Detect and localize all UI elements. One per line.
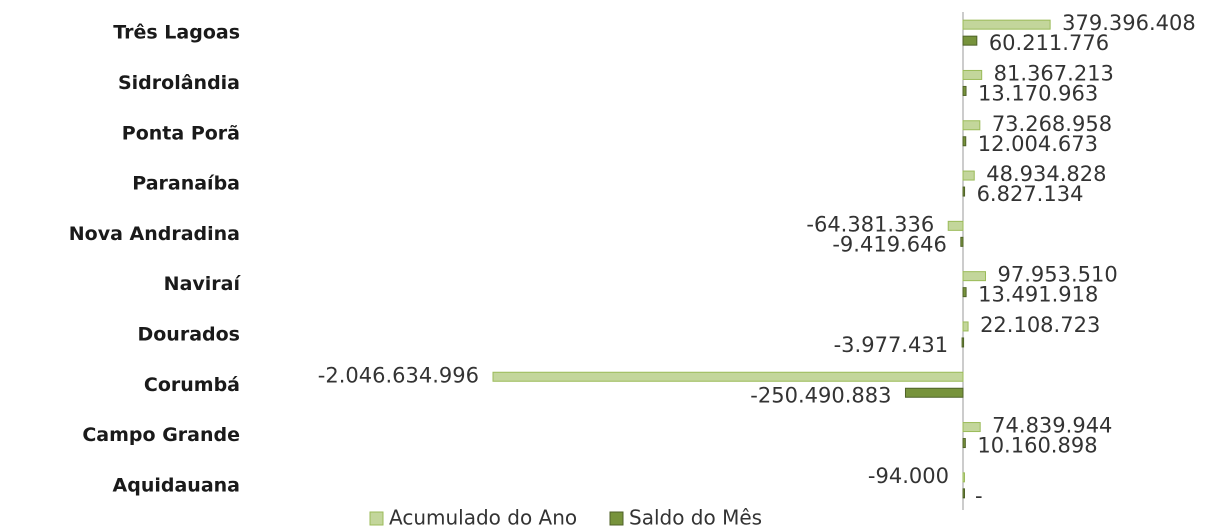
value-label: 73.268.958 [992,112,1112,136]
legend-swatch [609,511,624,526]
bar [962,186,966,197]
legend-label: Acumulado do Ano [389,506,577,530]
value-label: 10.160.898 [977,434,1097,458]
bar [962,19,1051,30]
value-label: 97.953.510 [997,263,1117,287]
value-label: -250.490.883 [750,383,891,407]
bar [962,321,969,332]
category-label: Sidrolândia [118,72,240,94]
bar [962,136,967,147]
value-label: 13.170.963 [978,81,1098,105]
category-label: Ponta Porã [122,122,240,144]
value-label: 48.934.828 [986,162,1106,186]
value-label: 6.827.134 [977,182,1084,206]
bar [960,236,964,247]
value-label: 379.396.408 [1062,11,1196,35]
value-label: 12.004.673 [978,132,1098,156]
category-label: Paranaíba [132,173,240,195]
category-label: Dourados [137,323,240,345]
category-label: Campo Grande [82,424,240,446]
bar [962,120,981,131]
value-label: - [975,484,983,508]
value-label: 81.367.213 [994,61,1114,85]
category-label: Nova Andradina [69,223,240,245]
bar [962,69,983,80]
bar [962,271,986,282]
bar [962,472,965,483]
value-label: -94.000 [868,464,949,488]
value-label: 74.839.944 [992,414,1112,438]
bar [962,438,966,449]
bar [962,488,965,499]
bar [962,422,981,433]
value-label: -2.046.634.996 [318,363,479,387]
bar [962,35,978,46]
category-label: Naviraí [164,273,242,295]
bar [492,371,964,382]
legend-swatch [369,511,384,526]
category-label: Corumbá [144,374,240,396]
category-label: Aquidauana [113,474,240,496]
bar [961,337,965,348]
value-label: -9.419.646 [832,232,946,256]
bar [962,287,967,298]
value-label: 13.491.918 [978,283,1098,307]
value-label: -3.977.431 [834,333,948,357]
category-label: Três Lagoas [113,22,240,44]
bar [962,170,975,181]
value-label: 22.108.723 [980,313,1100,337]
legend-label: Saldo do Mês [629,506,762,530]
bar [962,85,967,96]
bar [904,387,964,398]
value-label: -64.381.336 [806,212,934,236]
bar [947,220,964,231]
value-label: 60.211.776 [989,31,1109,55]
